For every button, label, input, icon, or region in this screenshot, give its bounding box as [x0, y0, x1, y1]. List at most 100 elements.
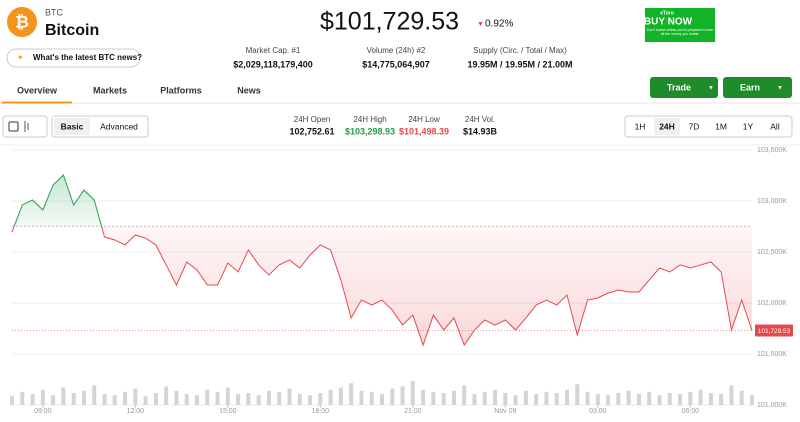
volume-bar	[636, 394, 641, 405]
trade-button[interactable]	[650, 77, 718, 98]
volume-bar	[40, 389, 45, 405]
volume-bar	[534, 394, 539, 405]
volume-bar	[123, 391, 128, 405]
volume-bar	[667, 393, 672, 405]
change-arrow: ▼	[477, 21, 484, 28]
news-button[interactable]	[6, 48, 141, 68]
volume-bar	[20, 391, 25, 405]
caret: ▼	[708, 86, 714, 92]
volume-bar	[554, 393, 559, 405]
tab[interactable]: Platforms	[160, 85, 202, 95]
volume-bar	[451, 390, 456, 405]
volume-bar	[256, 395, 261, 405]
range[interactable]: 1H	[635, 121, 646, 131]
range[interactable]: All	[770, 121, 780, 131]
candle-icon[interactable]	[8, 121, 19, 132]
volume-bar	[349, 383, 354, 405]
volume-bar	[318, 393, 323, 405]
volume-bar	[513, 395, 518, 405]
volume-bar	[431, 391, 436, 405]
range[interactable]: 1Y	[743, 121, 754, 131]
volume-bar	[328, 389, 333, 405]
y-tick-label: 103,500K	[757, 147, 787, 154]
stat-value: $14,775,064,907	[362, 59, 430, 69]
coin-logo	[7, 7, 37, 37]
volume-bar	[174, 390, 179, 405]
day-stat-value: $14.93B	[463, 126, 498, 136]
earn-button[interactable]	[723, 77, 792, 98]
news-prompt[interactable]: What's the latest BTC news?	[33, 53, 142, 62]
volume-bar	[266, 390, 271, 405]
volume-bar	[503, 393, 508, 405]
volume-bar	[606, 395, 611, 405]
volume-bar	[102, 394, 107, 405]
day-stat-value: $103,298.93	[345, 126, 395, 136]
range[interactable]: 1M	[715, 121, 727, 131]
volume-bar	[30, 394, 35, 405]
volume-bar	[616, 393, 621, 405]
tab[interactable]: Overview	[17, 85, 58, 95]
ad-brand: eToro	[660, 10, 674, 16]
day-stat-label: 24H Open	[294, 115, 330, 124]
price: $101,729.53	[320, 8, 459, 36]
day-stat-label: 24H High	[353, 115, 386, 124]
x-tick-label: 21:00	[404, 408, 422, 415]
ad-banner[interactable]	[645, 8, 715, 42]
x-tick-label: 18:00	[312, 408, 330, 415]
volume-bar	[585, 391, 590, 405]
volume-bar	[143, 396, 148, 405]
day-stat-value: 102,752.61	[289, 126, 334, 136]
volume-bar	[71, 393, 76, 405]
volume-bar	[739, 390, 744, 405]
button-label[interactable]: Trade	[667, 82, 691, 92]
volume-bar	[380, 394, 384, 405]
tab[interactable]: News	[237, 85, 261, 95]
volume-bar	[698, 389, 703, 405]
volume-bar	[215, 391, 220, 405]
volume-bar	[441, 393, 446, 405]
last-price-label: 101,729.53	[758, 328, 791, 335]
mode[interactable]: Basic	[61, 121, 84, 131]
volume-bar	[112, 395, 117, 405]
volume-bar	[164, 386, 169, 405]
volume-bar	[657, 395, 662, 405]
volume-bar	[184, 394, 189, 405]
volume-bar	[595, 394, 600, 405]
volume-bar	[462, 385, 467, 405]
y-tick-label: 103,000K	[757, 198, 787, 205]
stat-label: Volume (24h) #2	[367, 46, 426, 55]
day-stat-value: $101,498.39	[399, 126, 449, 136]
tab[interactable]: Markets	[93, 85, 127, 95]
day-stat-label: 24H Vol.	[465, 115, 495, 124]
ad-disclaimer-box: Don't invest unless you're prepared to l…	[647, 28, 713, 36]
last-price-tag	[755, 324, 793, 337]
stat-label: Market Cap. #1	[246, 46, 301, 55]
range[interactable]: 24H	[659, 121, 675, 131]
mode[interactable]: Advanced	[100, 121, 138, 131]
volume-bar	[205, 389, 210, 405]
x-tick-label: 09:00	[34, 408, 52, 415]
range[interactable]: 7D	[689, 121, 700, 131]
symbol: BTC	[45, 7, 64, 17]
volume-bar	[647, 391, 652, 405]
price-chart: 101,000K 101,500K 102,000K 102,500K 103,000K…	[10, 147, 793, 415]
x-tick-label: 15:00	[219, 408, 237, 415]
range-selector[interactable]	[624, 115, 793, 138]
price-line	[11, 174, 753, 347]
volume-bar	[410, 381, 415, 405]
coin-name: Bitcoin	[45, 22, 99, 39]
volume-bar	[472, 394, 477, 405]
ad-cta[interactable]: BUY NOW	[644, 17, 693, 28]
volume-bar	[493, 389, 498, 405]
volume-bar	[544, 391, 549, 405]
stat-label: Supply (Circ. / Total / Max)	[473, 46, 567, 55]
volume-bar	[575, 384, 580, 405]
volume-bar	[51, 395, 56, 405]
volume-bar	[626, 390, 631, 405]
button-label[interactable]: Earn	[740, 82, 760, 92]
volume-bar	[369, 391, 374, 405]
volume-bar	[678, 394, 683, 405]
volume-bar	[308, 395, 313, 405]
volume-bar	[133, 388, 138, 405]
caret: ▼	[777, 86, 783, 92]
